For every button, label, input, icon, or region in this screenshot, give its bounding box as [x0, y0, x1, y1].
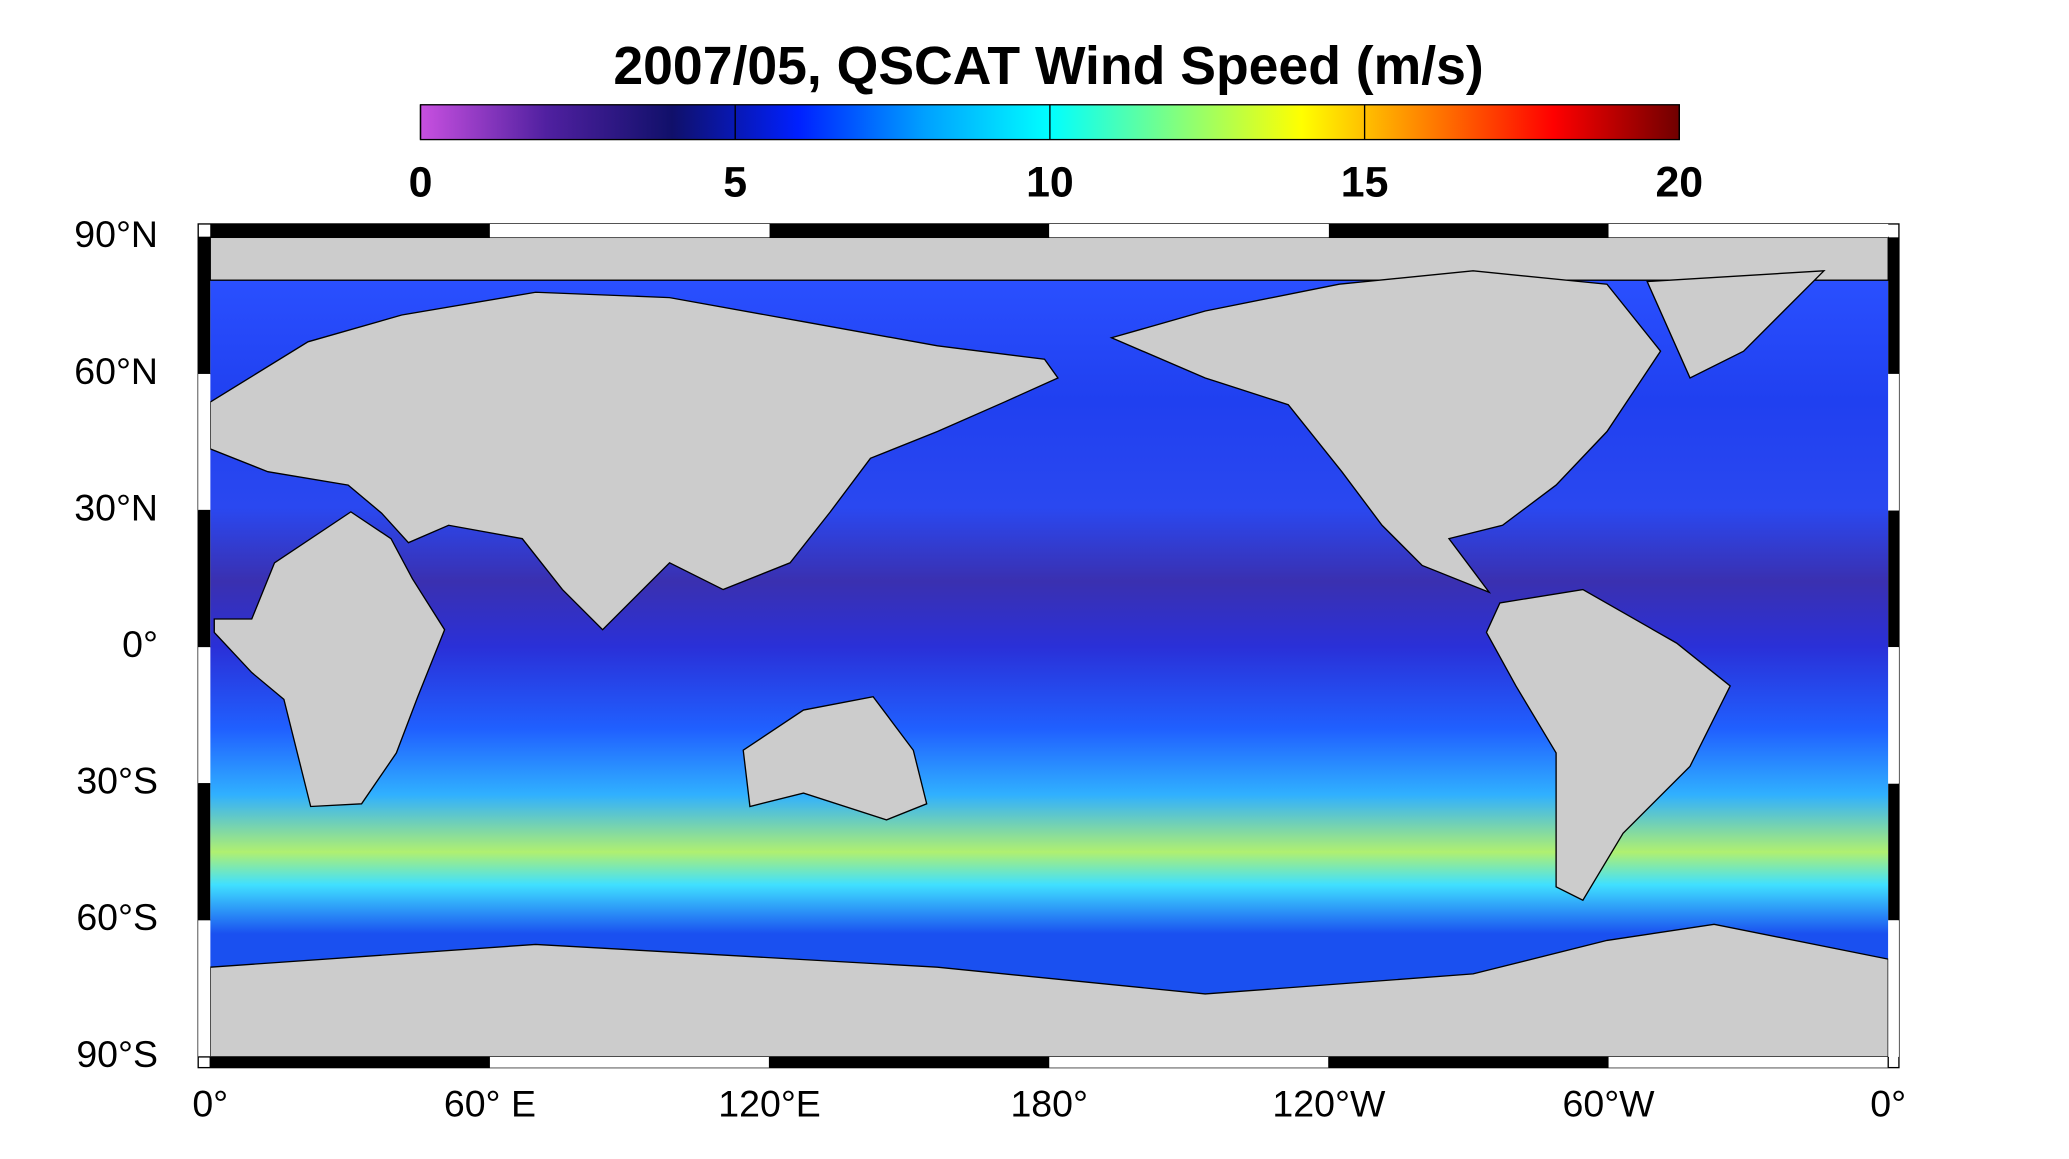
colorbar-tick-label: 15	[1341, 158, 1389, 206]
y-tick-label: 0°	[122, 623, 158, 665]
y-tick-label: 30°S	[76, 760, 158, 802]
border-segment	[198, 237, 211, 374]
y-tick-label: 90°N	[74, 213, 158, 255]
y-tick-label: 30°N	[74, 486, 158, 528]
x-tick-label: 0°	[192, 1082, 228, 1124]
arctic	[209, 236, 1889, 281]
border-segment	[1608, 223, 1889, 238]
north-america	[1109, 270, 1662, 594]
australia	[742, 695, 928, 821]
border-segment	[1049, 1056, 1329, 1068]
border-segment	[769, 1056, 1050, 1068]
south-america	[1485, 588, 1732, 902]
greenland	[1646, 270, 1826, 379]
y-tick-label: 60°S	[76, 896, 158, 938]
border-segment	[1888, 783, 1899, 921]
border-segment	[1049, 223, 1329, 238]
border-segment	[489, 1056, 770, 1068]
chart-title: 2007/05, QSCAT Wind Speed (m/s)	[613, 37, 1483, 96]
colorbar-tick-label: 5	[723, 158, 747, 206]
border-segment	[198, 373, 211, 511]
border-segment	[1328, 223, 1609, 238]
africa	[213, 511, 446, 808]
border-segment	[198, 647, 211, 784]
border-segment	[210, 223, 490, 238]
x-tick-label: 120°E	[718, 1082, 821, 1124]
eurasia	[209, 291, 1059, 631]
x-tick-label: 0°	[1870, 1082, 1906, 1124]
border-segment	[1888, 510, 1899, 648]
colorbar-tick-label: 10	[1026, 158, 1074, 206]
border-segment	[198, 920, 211, 1057]
x-tick-label: 60°W	[1563, 1082, 1656, 1124]
y-tick-label: 90°S	[76, 1033, 158, 1075]
y-tick-label: 60°N	[74, 350, 158, 392]
border-segment	[1888, 647, 1899, 784]
x-tick-label: 120°W	[1272, 1082, 1386, 1124]
x-tick-label: 60° E	[444, 1082, 536, 1124]
border-segment	[769, 223, 1050, 238]
border-segment	[489, 223, 770, 238]
colorbar-tick-label: 0	[409, 158, 433, 206]
colorbar-tick-label: 20	[1655, 158, 1703, 206]
border-segment	[1328, 1056, 1609, 1068]
border-segment	[1888, 237, 1899, 374]
border-segment	[198, 510, 211, 648]
border-segment	[1608, 1056, 1889, 1068]
border-segment	[210, 1056, 490, 1068]
x-tick-label: 180°	[1010, 1082, 1088, 1124]
land	[209, 236, 1889, 1058]
border-segment	[198, 783, 211, 921]
border-segment	[1888, 373, 1899, 511]
border-segment	[1888, 920, 1899, 1057]
